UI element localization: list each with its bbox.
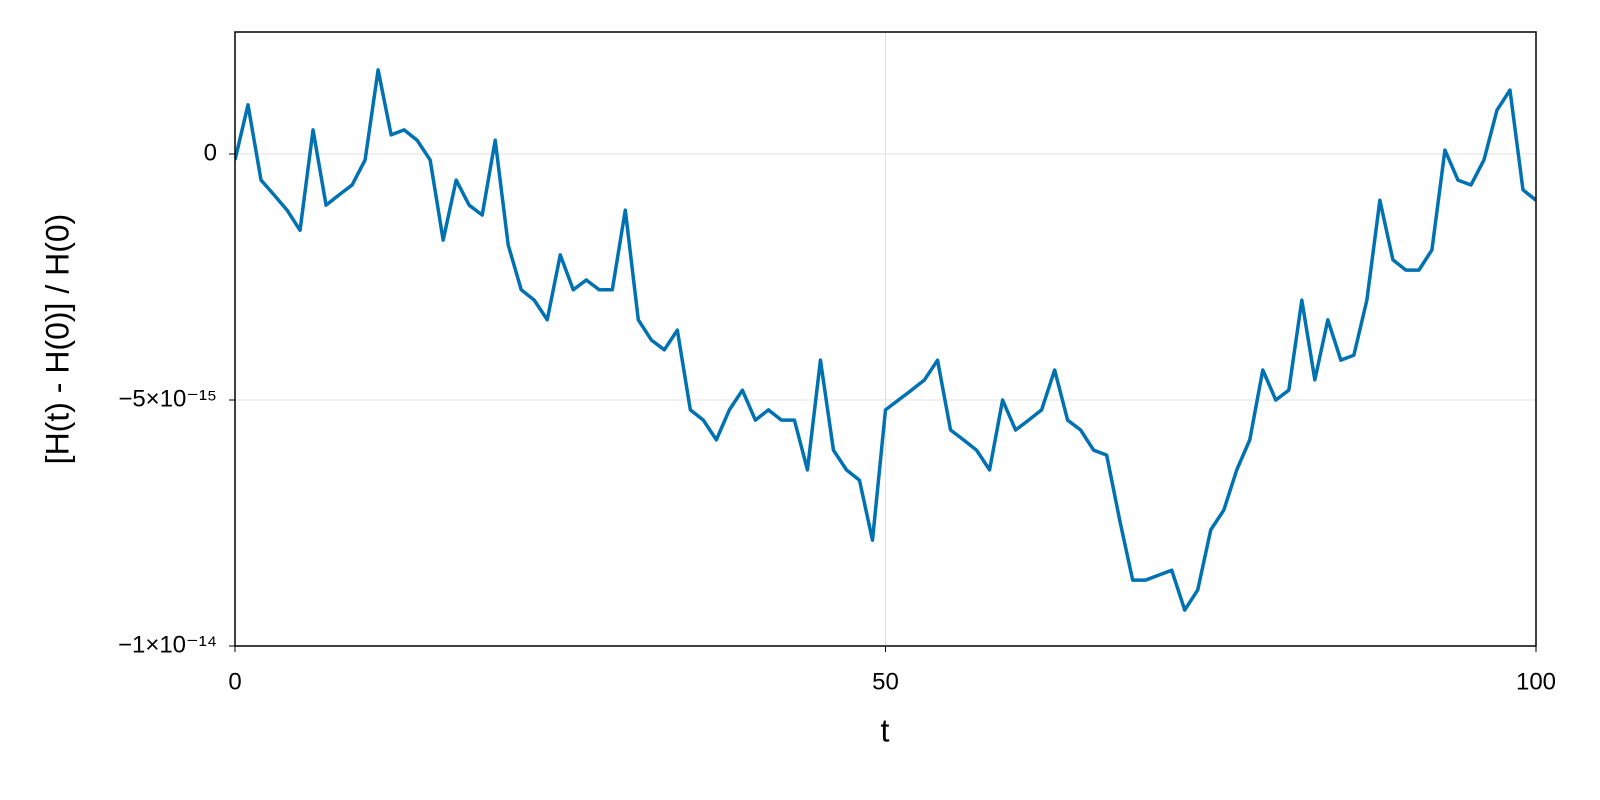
y-axis-title: [H(t) - H(0)] / H(0) <box>39 214 75 465</box>
x-axis-title: t <box>881 712 890 748</box>
data-line <box>235 68 1536 612</box>
x-tick-label: 0 <box>228 668 241 695</box>
plot-frame <box>234 31 1537 647</box>
y-tick-label: −5×10⁻¹⁵ <box>118 385 217 412</box>
y-tick-label: 0 <box>204 139 217 166</box>
x-tick-label: 100 <box>1516 668 1556 695</box>
y-tick-label: −1×10⁻¹⁴ <box>118 631 217 658</box>
x-tick-label: 50 <box>872 668 899 695</box>
